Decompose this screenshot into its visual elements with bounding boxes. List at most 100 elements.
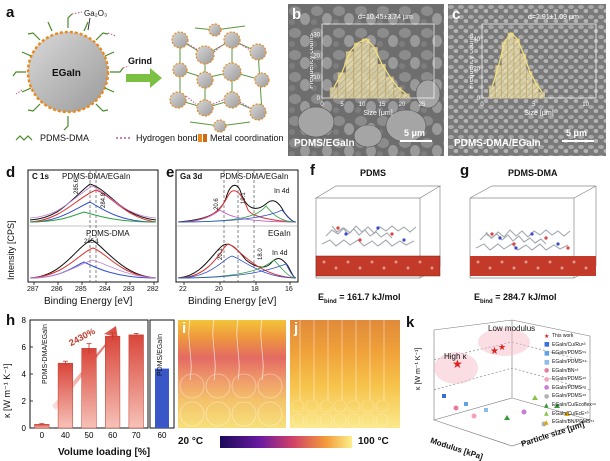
ga3d-in4d-top: In 4d xyxy=(274,188,290,195)
h-inner-right: PDMS/EGaIn xyxy=(157,333,164,376)
h-xtick-label: 60 xyxy=(108,431,117,440)
k-zlabel: κ [W m⁻¹ K⁻¹] xyxy=(415,347,422,390)
k-high-k: High κ xyxy=(444,352,467,361)
md-snapshot-pdms xyxy=(314,185,442,279)
scatter-3d-comparison: ★ ★ ★ xyxy=(432,319,592,447)
h-inner-left: PDMS-DMA/EGaIn xyxy=(42,324,49,384)
low-modulus-region xyxy=(478,328,530,356)
hist-c-annotation: d=2.91±1.09 μm xyxy=(528,14,579,21)
legend-pdms-dma: PDMS-DMA xyxy=(40,133,89,143)
c1s-bottom-curves xyxy=(29,239,157,279)
thermal-image-i xyxy=(178,320,286,428)
panel-g: g PDMS-DMA Ebind = 284.7 kJ/mol xyxy=(456,160,610,312)
hist-ytick: 10 xyxy=(313,75,320,81)
h-xtick-label: 70 xyxy=(132,431,141,440)
panel-label-c: c xyxy=(452,6,461,23)
hist-bar xyxy=(513,38,521,99)
egain-schematic: EGaIn Ga₂O₃ Grind xyxy=(12,9,270,142)
g-title: PDMS-DMA xyxy=(508,168,558,178)
hist-xtick: 10 xyxy=(359,102,366,108)
panel-label-e: e xyxy=(166,164,175,181)
h-xtick-label: 50 xyxy=(85,431,94,440)
f-title: PDMS xyxy=(360,168,387,178)
grind-label: Grind xyxy=(128,56,152,66)
hist-xtick: 0 xyxy=(320,102,324,108)
hist-bar xyxy=(401,93,410,99)
hist-b-annotation: d=10.45±3.74 μm xyxy=(358,14,413,21)
temperature-colorbar: 20 °C 100 °C xyxy=(178,430,402,458)
hist-xtick: 5 xyxy=(340,102,344,108)
k-legend-marker-triangle-icon: ▲ xyxy=(544,401,549,409)
hist-xtick: 25 xyxy=(419,102,426,108)
grind-arrow xyxy=(126,68,162,88)
ga3d-title: Ga 3d xyxy=(180,172,203,181)
hist-ytick: 40 xyxy=(473,37,480,43)
k-legend-item: ■ EGaIn/PDMS⁵⁹ xyxy=(544,349,610,358)
ebind-value-g: = 284.7 kJ/mol xyxy=(492,292,557,302)
hist-bar xyxy=(353,42,362,99)
hist-xtick: 5 xyxy=(532,102,536,108)
h-ytick-label: 8 xyxy=(22,316,27,325)
k-legend-marker-square-icon: ■ xyxy=(544,349,550,357)
ga3d-peak-2: 19.1 xyxy=(241,192,247,204)
k-legend-marker-triangle-icon: ▲ xyxy=(544,410,549,418)
ga3d-series-bottom: EGaIn xyxy=(268,229,291,238)
hist-fit-curve xyxy=(491,31,543,93)
e-xlabel: Binding Energy [eV] xyxy=(188,296,277,307)
bar-60 xyxy=(105,335,121,429)
d-xtick-1: 286 xyxy=(51,286,63,293)
d-xtick-0: 287 xyxy=(27,286,39,293)
ebind-value-f: = 161.7 kJ/mol xyxy=(336,292,401,302)
hist-ylabel: Frequency counts xyxy=(310,33,315,89)
pdms-dma-legend-icon xyxy=(15,135,33,141)
hist-bar xyxy=(369,47,378,99)
scalebar-b xyxy=(400,140,432,142)
c1s-title: C 1s xyxy=(32,172,49,181)
h-ytick-label: 6 xyxy=(22,343,27,352)
k-legend-label: EGaIn/Cu/Ecoflex⁴⁹ xyxy=(552,402,597,409)
ebind-symbol-g: E xyxy=(474,292,481,302)
k-legend-marker-square-icon: ■ xyxy=(544,358,550,366)
bar-50 xyxy=(81,348,97,429)
e-xtick-3: 16 xyxy=(285,286,293,293)
hist-xtick: 0 xyxy=(480,102,484,108)
c1s-top-curves xyxy=(29,183,157,223)
colorbar-min: 20 °C xyxy=(178,436,204,447)
hist-ylabel: Frequency counts xyxy=(470,33,475,89)
ebind-sub-g: bind xyxy=(480,298,493,305)
histogram-b: 0 5 10 15 20 25 0 10 20 30 Size [μm] Frequency coun… xyxy=(310,23,435,116)
hist-ytick: 0 xyxy=(477,96,481,102)
xps-plot-ga3d xyxy=(175,169,299,285)
substrate-g xyxy=(470,256,596,276)
scalebar-c-label: 5 μm xyxy=(566,128,588,138)
h-xtick-label: 0 xyxy=(40,431,45,440)
k-legend-marker-triangle-icon: ▲ xyxy=(544,418,549,426)
bar-pdms-egain-60 xyxy=(155,368,169,428)
k-legend-marker-circle-icon: ● xyxy=(544,375,550,383)
hist-ytick: 20 xyxy=(473,66,480,72)
d-xtick-2: 285 xyxy=(75,286,87,293)
legend-hydrogen-bond: Hydrogen bond xyxy=(136,133,198,143)
k-legend-marker-star-icon: ★ xyxy=(544,332,550,340)
ga3d-peak-3: 20.1 xyxy=(218,248,224,260)
k-legend-marker-square-icon: ■ xyxy=(544,341,550,349)
panel-label-a: a xyxy=(6,4,15,21)
ga3d-top-curves xyxy=(177,184,297,223)
hist-bar xyxy=(507,32,514,99)
h-ylabel: κ [W m⁻¹ K⁻¹] xyxy=(2,363,12,419)
panel-label-i: i xyxy=(182,320,187,337)
hist-bar xyxy=(337,72,346,99)
scalebar-c xyxy=(562,140,594,142)
panel-d: d C 1s PDMS-DMA/EGaIn PDMS-DMA 285.6 284… xyxy=(0,160,162,310)
ga3d-bottom-curves xyxy=(177,243,297,279)
ebind-sub-f: bind xyxy=(324,298,337,305)
high-k-region xyxy=(434,352,478,384)
svg-text:★: ★ xyxy=(452,357,463,371)
k-legend-item: ★ This work xyxy=(544,332,610,341)
bar-40 xyxy=(57,362,73,429)
d-xlabel: Binding Energy [eV] xyxy=(44,296,133,307)
scalebar-b-label: 5 μm xyxy=(404,128,426,138)
hist-bar xyxy=(329,87,338,99)
h-ytick-label: 0 xyxy=(22,424,27,433)
panel-label-g: g xyxy=(460,162,470,179)
